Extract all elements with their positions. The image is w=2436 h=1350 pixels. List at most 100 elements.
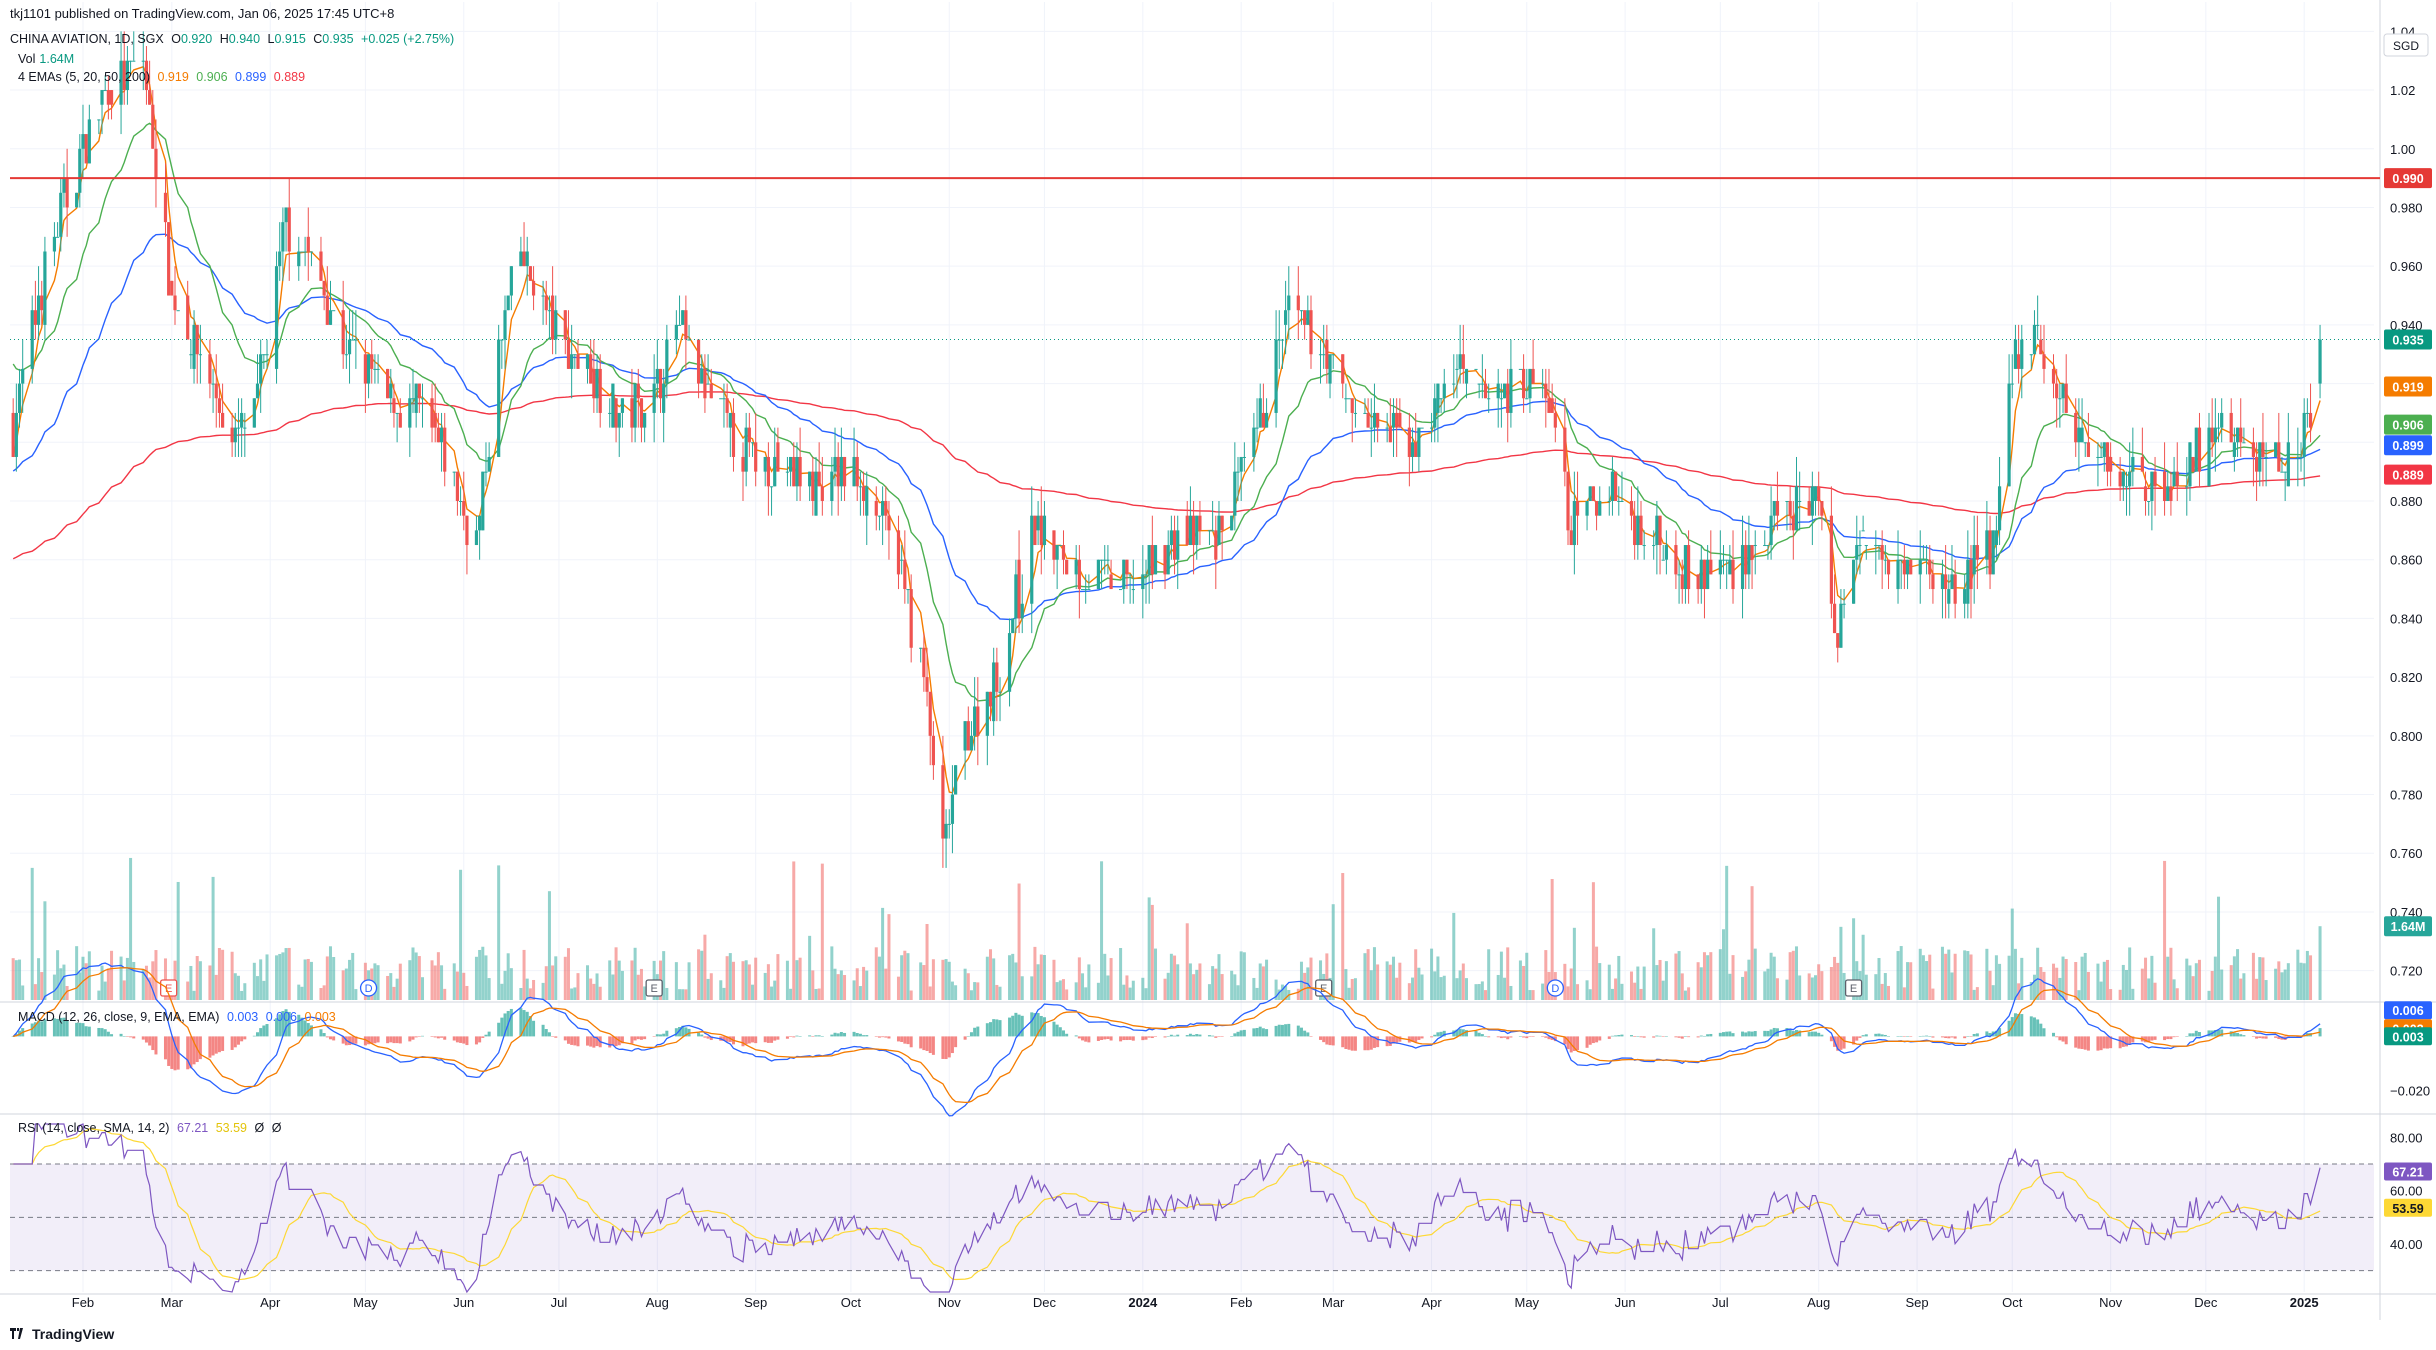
rsi-legend[interactable]: RSI (14, close, SMA, 14, 2) 67.21 53.59 … — [18, 1121, 285, 1135]
candle-body — [430, 398, 434, 428]
volume-bar — [1461, 963, 1465, 1000]
candle-body — [1150, 545, 1154, 575]
volume-bar — [1842, 972, 1846, 1000]
candle-body — [208, 354, 212, 384]
volume-bar — [998, 986, 1002, 1000]
candle-body — [1766, 545, 1770, 547]
macd-histogram-bar — [2153, 1036, 2157, 1040]
macd-histogram-bar — [1629, 1035, 1633, 1037]
macd-histogram-bar — [620, 1036, 624, 1044]
macd-histogram-bar — [373, 1036, 377, 1044]
volume-bar — [84, 963, 88, 1000]
macd-histogram-bar — [1287, 1023, 1291, 1037]
macd-histogram-bar — [125, 1036, 129, 1037]
candle-body — [2258, 442, 2262, 472]
x-tick-label: Nov — [938, 1295, 962, 1310]
macd-histogram-bar — [1391, 1036, 1395, 1044]
candle-body — [351, 339, 355, 341]
candle-body — [928, 691, 932, 736]
candle-body — [1103, 559, 1107, 561]
volume-bar — [1309, 957, 1313, 1000]
volume-bar — [1036, 964, 1040, 1000]
rsi-extra-2: Ø — [271, 1121, 282, 1135]
candle-body — [1924, 559, 1929, 561]
candle-body — [474, 530, 479, 546]
candle-body — [1131, 589, 1135, 591]
candle-body — [500, 339, 504, 341]
volume-bar — [1607, 964, 1611, 1000]
macd-histogram-bar — [1150, 1036, 1154, 1039]
open-value: 0.920 — [180, 32, 213, 46]
candle-body — [1147, 545, 1151, 575]
candle-body — [1740, 545, 1745, 590]
macd-histogram-bar — [1855, 1036, 1859, 1041]
candle-body — [1176, 530, 1180, 560]
macd-histogram-bar — [297, 1014, 301, 1037]
volume-bar — [1436, 956, 1440, 1000]
candle-body — [665, 339, 669, 384]
macd-histogram-bar — [1829, 1036, 1833, 1042]
x-tick-label: 2025 — [2290, 1295, 2319, 1310]
candle-body — [941, 765, 945, 839]
volume-bar — [389, 973, 393, 1000]
volume-bar — [884, 968, 888, 1000]
macd-histogram-bar — [503, 1013, 507, 1037]
macd-histogram-bar — [1169, 1034, 1173, 1037]
volume-bar — [852, 980, 856, 1000]
candle-body — [684, 310, 688, 340]
macd-histogram-bar — [684, 1027, 688, 1037]
macd-histogram-bar — [351, 1036, 355, 1045]
tradingview-logo[interactable]: TradingView — [10, 1326, 114, 1342]
y-tick-label: 0.940 — [2390, 318, 2423, 333]
volume-bar — [217, 948, 221, 1000]
candle-body — [709, 383, 713, 399]
volume-bar — [1017, 883, 1021, 1000]
volume-bar — [900, 955, 904, 1000]
macd-histogram-bar — [976, 1026, 980, 1037]
macd-histogram-bar — [1817, 1032, 1821, 1037]
macd-histogram-bar — [773, 1036, 777, 1041]
macd-histogram-bar — [754, 1036, 758, 1044]
volume-bar — [2258, 957, 2262, 1000]
macd-histogram-bar — [284, 1009, 288, 1037]
candle-body — [1119, 589, 1123, 591]
macd-histogram-bar — [2017, 1013, 2021, 1037]
candle-body — [1036, 515, 1040, 531]
macd-histogram-bar — [1074, 1035, 1078, 1037]
volume-bar — [506, 953, 510, 1000]
candle-body — [551, 295, 555, 340]
macd-histogram-bar — [1084, 1036, 1088, 1042]
volume-legend[interactable]: Vol 1.64M — [18, 52, 78, 66]
high-value: 0.940 — [228, 32, 261, 46]
volume-bar — [1963, 950, 1967, 1000]
macd-histogram-bar — [154, 1036, 158, 1055]
candle-body — [1169, 530, 1173, 546]
macd-histogram-bar — [541, 1024, 545, 1037]
candle-body — [1144, 574, 1148, 576]
candle-body — [1744, 545, 1748, 575]
candle-body — [322, 280, 326, 296]
candle-body — [1953, 574, 1957, 604]
candle-body — [1852, 559, 1856, 604]
candle-body — [78, 148, 82, 193]
ema-legend[interactable]: 4 EMAs (5, 20, 50, 200) 0.919 0.906 0.89… — [18, 70, 309, 84]
volume-bar — [725, 956, 729, 1000]
macd-histogram-bar — [1087, 1036, 1091, 1043]
candle-body — [998, 691, 1002, 693]
symbol-name[interactable]: CHINA AVIATION, 1D, SGX — [10, 32, 164, 46]
candle-body — [347, 339, 352, 355]
macd-histogram-bar — [144, 1036, 148, 1043]
candle-body — [754, 442, 758, 472]
macd-histogram-bar — [931, 1036, 935, 1055]
candle-body — [2058, 398, 2062, 400]
macd-histogram-bar — [1620, 1034, 1624, 1037]
candle-body — [255, 383, 260, 399]
candle-body — [1699, 559, 1703, 590]
macd-histogram-bar — [544, 1029, 548, 1037]
candle-body — [1264, 412, 1269, 428]
volume-bar — [620, 970, 624, 1000]
volume-bar — [2318, 926, 2322, 1000]
volume-bar — [1477, 984, 1481, 1000]
macd-legend[interactable]: MACD (12, 26, close, 9, EMA, EMA) 0.003 … — [18, 1010, 340, 1024]
